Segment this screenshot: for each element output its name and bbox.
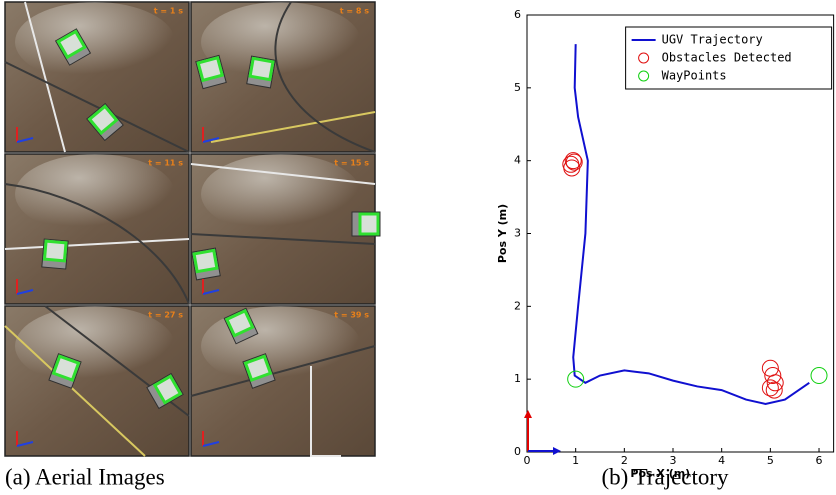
- image-shine: [15, 2, 175, 82]
- robot: [42, 239, 68, 269]
- timestamp: t = 1 s: [154, 7, 183, 16]
- y-tick-label: 2: [514, 299, 521, 312]
- x-tick-label: 5: [767, 454, 774, 467]
- y-tick-label: 4: [514, 154, 521, 167]
- aerial-image: t = 11 s: [5, 154, 189, 304]
- aerial-image: t = 1 s: [5, 2, 189, 152]
- timestamp: t = 15 s: [334, 159, 369, 168]
- x-tick-label: 1: [572, 454, 579, 467]
- timestamp: t = 39 s: [334, 311, 369, 320]
- y-tick-label: 5: [514, 81, 521, 94]
- robot-marker: [360, 214, 378, 234]
- robot-marker: [198, 58, 222, 81]
- legend-label: Obstacles Detected: [662, 51, 792, 65]
- aerial-image: t = 15 s: [191, 154, 380, 304]
- origin-arrow-x-head: [553, 447, 561, 455]
- aerial-image: t = 39 s: [191, 306, 375, 456]
- robot-marker: [45, 241, 66, 261]
- timestamp: t = 11 s: [148, 159, 183, 168]
- robot-marker: [194, 250, 217, 271]
- y-axis-label: Pos Y (m): [496, 204, 509, 263]
- trajectory-line: [573, 44, 809, 404]
- caption: (b) Trajectory: [601, 464, 729, 489]
- aerial-grid: t = 1 s t = 8 s t = 11 s t = 15 s t = 27 s t …: [5, 2, 380, 456]
- caption: (a) Aerial Images: [5, 464, 165, 489]
- legend-label: WayPoints: [662, 69, 727, 83]
- robot-marker: [250, 58, 273, 79]
- figure: t = 1 s t = 8 s t = 11 s t = 15 s t = 27 s t …: [0, 0, 836, 495]
- timestamp: t = 27 s: [148, 311, 183, 320]
- legend-label: UGV Trajectory: [662, 33, 763, 47]
- y-tick-label: 6: [514, 8, 521, 21]
- image-shine: [201, 2, 361, 82]
- robot: [352, 212, 380, 236]
- y-tick-label: 0: [514, 445, 521, 458]
- scatter-point: [766, 382, 782, 398]
- timestamp: t = 8 s: [340, 7, 369, 16]
- robot: [247, 56, 275, 88]
- scatter-point: [811, 368, 827, 384]
- origin-arrow-y-head: [524, 410, 532, 418]
- x-tick-label: 0: [524, 454, 531, 467]
- aerial-image: t = 8 s: [191, 2, 375, 152]
- x-tick-label: 6: [816, 454, 823, 467]
- y-tick-label: 3: [514, 227, 521, 240]
- y-tick-label: 1: [514, 372, 521, 385]
- robot: [192, 248, 220, 280]
- aerial-image: t = 27 s: [5, 306, 189, 456]
